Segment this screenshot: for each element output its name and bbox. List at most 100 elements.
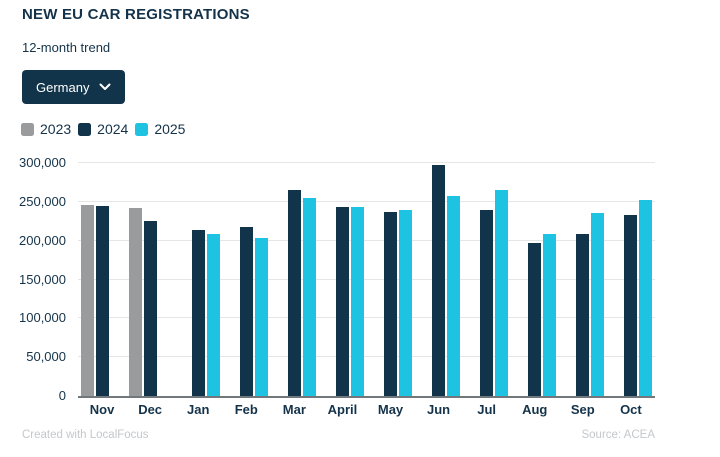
- y-tick-label: 0: [58, 388, 66, 403]
- bar-slot: [273, 163, 286, 396]
- bar-group-dec: [126, 163, 174, 396]
- x-axis: Nov Dec Jan Feb Mar April May Jun Jul Aug Sep Oct: [78, 402, 655, 417]
- bar-group-nov: [78, 163, 126, 396]
- y-tick-label: 150,000: [19, 271, 66, 287]
- bar-group-mar: [270, 163, 318, 396]
- x-tick-label: Mar: [282, 402, 306, 417]
- x-tick-label: April: [327, 402, 358, 417]
- x-tick-label: Aug: [522, 402, 548, 417]
- bar-2025-sep: [591, 212, 605, 396]
- bar-slot: [225, 163, 238, 396]
- bar-slot: [80, 163, 94, 396]
- bar-group-jan: [174, 163, 222, 396]
- bar-group-feb: [222, 163, 270, 396]
- bar-slot: [480, 163, 494, 396]
- gridline: [78, 278, 655, 280]
- bar-slot: [432, 163, 446, 396]
- bar-slot: [191, 163, 205, 396]
- y-tick-label: 250,000: [19, 193, 66, 209]
- bar-2025-mar: [302, 197, 316, 396]
- bar-2024-feb: [239, 227, 253, 396]
- page-title: NEW EU CAR REGISTRATIONS: [22, 6, 250, 23]
- bar-group-may: [366, 163, 414, 396]
- bar-slot: [239, 163, 253, 396]
- bar-group-jun: [415, 163, 463, 396]
- bar-slot: [177, 163, 190, 396]
- bar-slot: [302, 163, 316, 396]
- bar-slot: [624, 163, 638, 396]
- bar-slot: [639, 163, 653, 396]
- bar-slot: [528, 163, 542, 396]
- bar-2025-jul: [495, 190, 509, 396]
- bar-2024-aug: [528, 243, 542, 396]
- x-tick-label: Sep: [570, 402, 595, 417]
- bar-slot: [465, 163, 478, 396]
- credit-text: Created with LocalFocus: [22, 429, 149, 441]
- bar-2025-april: [350, 206, 364, 396]
- gridline: [78, 317, 655, 319]
- bar-2025-feb: [254, 237, 268, 396]
- bar-slot: [335, 163, 349, 396]
- bar-slot: [128, 163, 142, 396]
- bar-slot: [206, 163, 220, 396]
- x-tick-label: Oct: [620, 402, 642, 417]
- bar-2024-jun: [432, 164, 446, 396]
- bar-slot: [159, 163, 172, 396]
- legend-item-2023: 2023: [21, 121, 71, 137]
- bar-slot: [321, 163, 334, 396]
- bar-group-jul: [463, 163, 511, 396]
- legend-item-2024: 2024: [78, 121, 128, 137]
- bar-slot: [576, 163, 590, 396]
- x-tick-label: May: [377, 402, 404, 417]
- bar-group-oct: [607, 163, 655, 396]
- x-tick-label: Feb: [234, 402, 258, 417]
- bar-slot: [495, 163, 509, 396]
- bar-slot: [254, 163, 268, 396]
- country-dropdown[interactable]: Germany: [22, 70, 126, 104]
- bar-slot: [399, 163, 412, 396]
- legend-label: 2023: [40, 121, 72, 137]
- legend-item-2025: 2025: [135, 121, 185, 137]
- gridline: [78, 200, 655, 202]
- bar-slot: [95, 163, 109, 396]
- gridline: [78, 356, 655, 358]
- legend-swatch-icon: [78, 122, 92, 136]
- bar-2024-oct: [624, 215, 638, 396]
- gridline: [78, 162, 655, 163]
- bar-2024-jul: [480, 210, 494, 396]
- chart-subtitle: 12-month trend: [22, 40, 111, 55]
- bar-slot: [350, 163, 364, 396]
- y-tick-label: 300,000: [19, 155, 66, 170]
- y-tick-label: 50,000: [26, 349, 66, 365]
- bar-slot: [287, 163, 301, 396]
- bar-2024-may: [384, 211, 397, 396]
- x-tick-label: Jul: [477, 402, 497, 417]
- bar-2025-oct: [639, 200, 653, 396]
- x-tick-label: Nov: [89, 402, 115, 417]
- bar-2023-nov: [80, 204, 94, 396]
- bar-groups: [78, 163, 655, 396]
- bar-slot: [609, 163, 622, 396]
- bar-2024-nov: [95, 205, 109, 396]
- source-text: Source: ACEA: [581, 429, 655, 441]
- bar-2024-jan: [191, 229, 205, 396]
- bar-2025-aug: [543, 234, 557, 396]
- bar-2025-jun: [447, 196, 461, 396]
- gridline: [78, 239, 655, 241]
- y-tick-label: 100,000: [19, 310, 66, 326]
- bar-2025-jan: [206, 234, 220, 396]
- legend-swatch-icon: [135, 122, 149, 136]
- legend-swatch-icon: [21, 122, 34, 136]
- bar-group-april: [318, 163, 366, 396]
- bar-slot: [543, 163, 557, 396]
- bar-slot: [561, 163, 574, 396]
- bar-slot: [111, 163, 124, 396]
- y-tick-label: 200,000: [19, 232, 66, 248]
- bar-group-sep: [559, 163, 607, 396]
- bar-slot: [143, 163, 157, 396]
- chevron-down-icon: [99, 83, 111, 91]
- bar-slot: [513, 163, 526, 396]
- bar-2024-sep: [576, 233, 590, 396]
